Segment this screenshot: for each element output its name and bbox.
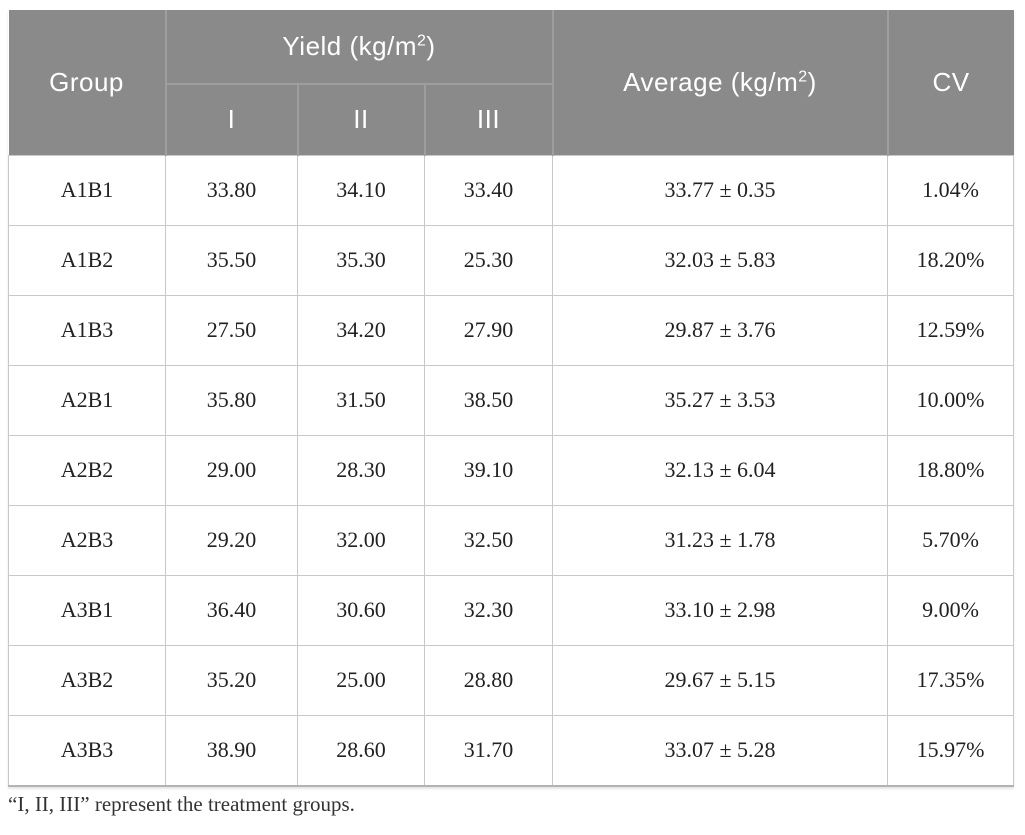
header-average-suffix: ) [807, 66, 817, 97]
yield-1-cell: 29.20 [165, 504, 298, 576]
average-cell: 31.23 ± 1.78 [552, 504, 888, 576]
group-cell: A1B3 [8, 294, 166, 366]
group-cell: A2B1 [8, 364, 166, 436]
table-row: A3B1 36.40 30.60 32.30 33.10 ± 2.98 9.00… [8, 574, 1014, 646]
group-cell: A2B3 [8, 504, 166, 576]
yield-3-cell: 32.50 [424, 504, 553, 576]
yield-2-cell: 31.50 [297, 364, 425, 436]
yield-1-cell: 35.20 [165, 644, 298, 716]
average-cell: 33.07 ± 5.28 [552, 714, 888, 786]
yield-3-cell: 39.10 [424, 434, 553, 506]
average-cell: 35.27 ± 3.53 [552, 364, 888, 436]
header-yield-superscript: 2 [417, 32, 427, 50]
table-body: A1B1 33.80 34.10 33.40 33.77 ± 0.35 1.04… [8, 154, 1014, 786]
group-cell: A3B1 [8, 574, 166, 646]
cv-cell: 18.20% [887, 224, 1014, 296]
group-cell: A1B2 [8, 224, 166, 296]
average-cell: 33.10 ± 2.98 [552, 574, 888, 646]
yield-2-cell: 30.60 [297, 574, 425, 646]
average-cell: 29.67 ± 5.15 [552, 644, 888, 716]
yield-2-cell: 28.60 [297, 714, 425, 786]
yield-3-cell: 28.80 [424, 644, 553, 716]
yield-2-cell: 35.30 [297, 224, 425, 296]
average-cell: 33.77 ± 0.35 [552, 154, 888, 226]
yield-1-cell: 29.00 [165, 434, 298, 506]
yield-2-cell: 28.30 [297, 434, 425, 506]
yield-results-table: Group Yield (kg/m2) Average (kg/m2) CV I… [8, 10, 1014, 787]
header-group-label: Group [49, 66, 124, 97]
header-yield-label: Yield (kg/m [282, 31, 417, 61]
cv-cell: 9.00% [887, 574, 1014, 646]
yield-2-cell: 32.00 [297, 504, 425, 576]
group-cell: A1B1 [8, 154, 166, 226]
cv-cell: 17.35% [887, 644, 1014, 716]
table-header: Group Yield (kg/m2) Average (kg/m2) CV I… [8, 10, 1014, 155]
table-row: A2B2 29.00 28.30 39.10 32.13 ± 6.04 18.8… [8, 434, 1014, 506]
header-replicate-3: III [423, 84, 553, 155]
header-replicate-2: II [296, 84, 425, 155]
header-yield: Yield (kg/m2) [164, 10, 553, 85]
header-average-superscript: 2 [798, 68, 808, 86]
group-cell: A2B2 [8, 434, 166, 506]
table-row: A3B3 38.90 28.60 31.70 33.07 ± 5.28 15.9… [8, 714, 1014, 786]
yield-3-cell: 27.90 [424, 294, 553, 366]
header-average-label: Average (kg/m [623, 66, 799, 97]
cv-cell: 12.59% [887, 294, 1014, 366]
header-yield-suffix: ) [426, 31, 436, 61]
average-cell: 32.13 ± 6.04 [552, 434, 888, 506]
cv-cell: 1.04% [887, 154, 1014, 226]
yield-1-cell: 33.80 [165, 154, 298, 226]
header-replicate-1: I [164, 84, 298, 155]
average-cell: 32.03 ± 5.83 [552, 224, 888, 296]
yield-3-cell: 32.30 [424, 574, 553, 646]
cv-cell: 15.97% [887, 714, 1014, 786]
yield-2-cell: 25.00 [297, 644, 425, 716]
table-row: A2B1 35.80 31.50 38.50 35.27 ± 3.53 10.0… [8, 364, 1014, 436]
header-cv-label: CV [932, 66, 970, 97]
header-cv: CV [886, 10, 1014, 155]
cv-cell: 18.80% [887, 434, 1014, 506]
yield-2-cell: 34.10 [297, 154, 425, 226]
table-row: A1B2 35.50 35.30 25.30 32.03 ± 5.83 18.2… [8, 224, 1014, 296]
header-group: Group [8, 10, 166, 155]
table-row: A2B3 29.20 32.00 32.50 31.23 ± 1.78 5.70… [8, 504, 1014, 576]
header-average: Average (kg/m2) [551, 10, 888, 155]
yield-1-cell: 36.40 [165, 574, 298, 646]
group-cell: A3B2 [8, 644, 166, 716]
cv-cell: 10.00% [887, 364, 1014, 436]
average-cell: 29.87 ± 3.76 [552, 294, 888, 366]
group-cell: A3B3 [8, 714, 166, 786]
table-footnote: “I, II, III” represent the treatment gro… [8, 792, 355, 816]
yield-3-cell: 38.50 [424, 364, 553, 436]
yield-1-cell: 35.50 [165, 224, 298, 296]
table-row: A1B1 33.80 34.10 33.40 33.77 ± 0.35 1.04… [8, 154, 1014, 226]
yield-3-cell: 25.30 [424, 224, 553, 296]
table-row: A3B2 35.20 25.00 28.80 29.67 ± 5.15 17.3… [8, 644, 1014, 716]
yield-2-cell: 34.20 [297, 294, 425, 366]
yield-1-cell: 27.50 [165, 294, 298, 366]
cv-cell: 5.70% [887, 504, 1014, 576]
yield-3-cell: 33.40 [424, 154, 553, 226]
yield-1-cell: 35.80 [165, 364, 298, 436]
yield-3-cell: 31.70 [424, 714, 553, 786]
yield-1-cell: 38.90 [165, 714, 298, 786]
table-row: A1B3 27.50 34.20 27.90 29.87 ± 3.76 12.5… [8, 294, 1014, 366]
